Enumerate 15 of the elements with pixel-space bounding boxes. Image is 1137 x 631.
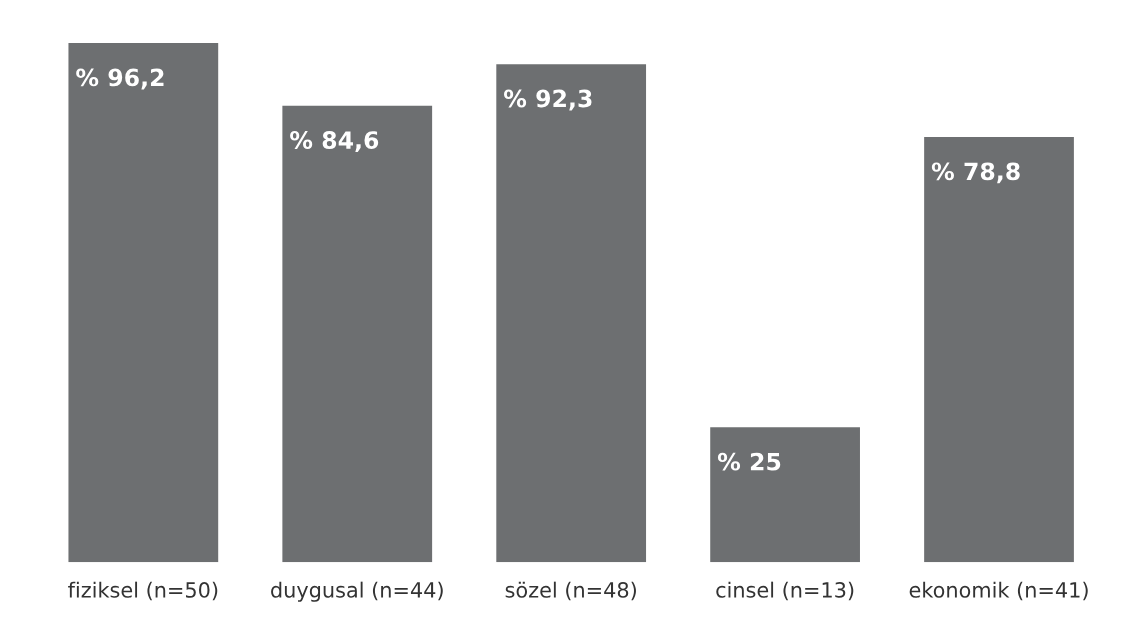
data-label: % 25 xyxy=(717,452,781,471)
bar xyxy=(282,105,433,563)
data-label: % 84,6 xyxy=(290,131,379,152)
bar xyxy=(710,427,860,563)
x-tick-label: cinsel (n=13) xyxy=(716,581,854,601)
x-tick-label: fiziksel (n=50) xyxy=(68,581,218,601)
bar xyxy=(496,64,647,563)
data-label: % 92,3 xyxy=(504,89,592,111)
x-tick-label: sözel (n=48) xyxy=(505,581,636,601)
x-tick-label: duygusal (n=44) xyxy=(271,581,443,602)
bar xyxy=(68,43,219,563)
bar xyxy=(924,136,1074,563)
data-label: % 78,8 xyxy=(931,162,1020,184)
x-tick-label: ekonomik (n=41) xyxy=(909,581,1088,601)
data-label: % 96,2 xyxy=(76,68,164,90)
